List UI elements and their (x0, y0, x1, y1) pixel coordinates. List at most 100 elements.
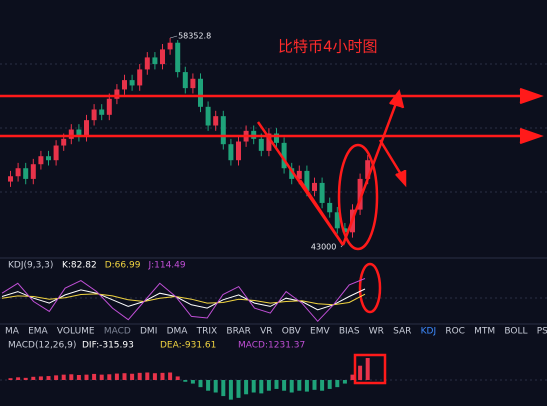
kdj-title: KDJ(9,3,3) (8, 261, 53, 271)
candle-body (213, 116, 219, 126)
macd-value: MACD:1231.37 (238, 341, 305, 351)
kdj-line (1, 288, 366, 311)
macd-bar (16, 377, 21, 380)
indicator-tab[interactable]: WR (369, 327, 384, 337)
indicator-tab[interactable]: DMA (167, 327, 189, 337)
macd-dea: DEA:-931.61 (160, 341, 216, 351)
macd-bar (54, 375, 59, 380)
candle-body (167, 42, 173, 50)
macd-bar (99, 374, 104, 380)
macd-bar (236, 380, 241, 398)
macd-bar (76, 375, 81, 380)
candle-body (91, 109, 97, 121)
candle-body (205, 106, 211, 126)
macd-bar (114, 373, 119, 380)
candle-body (114, 89, 120, 99)
indicator-tab[interactable]: KDJ (421, 327, 437, 337)
macd-bar (122, 373, 127, 380)
candle-body (198, 78, 203, 107)
candle-body (76, 129, 82, 137)
indicator-tab[interactable]: BRAR (226, 327, 250, 337)
indicator-tab[interactable]: SAR (393, 327, 411, 337)
macd-bar (335, 380, 340, 388)
candle-body (289, 168, 295, 179)
candle-body (68, 129, 74, 139)
indicator-tab[interactable]: VR (260, 327, 272, 337)
candle-body (258, 138, 264, 151)
macd-bar (350, 374, 355, 380)
macd-bar (69, 374, 74, 380)
kdj-legend-item: J:114.49 (147, 261, 185, 271)
macd-bar (365, 358, 370, 380)
chart-title: 比特币4小时图 (278, 38, 378, 56)
kdj-legend: K:82.82 D:66.99 J:114.49 (62, 261, 186, 271)
macd-bar (31, 376, 36, 380)
candle-body (106, 98, 112, 115)
candle-body (304, 170, 310, 191)
macd-bar (206, 380, 211, 391)
macd-bar (358, 365, 363, 380)
indicator-tab[interactable]: TRIX (196, 327, 218, 337)
candle-body (122, 80, 127, 90)
macd-bar (8, 378, 13, 380)
macd-bar (137, 372, 142, 380)
indicator-tab[interactable]: BIAS (339, 327, 360, 337)
candle-body (190, 78, 196, 89)
indicator-tabs: MA EMA VOLUME MACD DMI DMA TRIX BRAR VR OBV EMV BIA… (5, 327, 547, 337)
macd-bar (228, 380, 233, 400)
candle-body (228, 144, 234, 161)
kdj-legend-item: K:82.82 (62, 261, 97, 271)
indicator-tab[interactable]: MTM (474, 327, 495, 337)
macd-bar (38, 376, 43, 380)
candle-body (266, 133, 272, 151)
annotation-label: 43000 (311, 242, 336, 251)
candle-body (99, 109, 105, 115)
candle-body (220, 116, 226, 145)
macd-bar (213, 380, 218, 393)
macd-bar (259, 380, 264, 394)
indicator-tab[interactable]: BOLL (504, 327, 527, 337)
indicator-tab[interactable]: DMI (140, 327, 157, 337)
macd-bar (152, 373, 157, 380)
candle-body (46, 156, 51, 161)
indicator-tab[interactable]: EMA (28, 327, 48, 337)
candle-body (342, 228, 348, 233)
candle-body (144, 57, 150, 70)
kdj-panel (1, 278, 366, 323)
macd-bar (190, 380, 195, 384)
candle-body (137, 69, 143, 86)
indicator-tab[interactable]: MACD (104, 327, 131, 337)
indicator-tab[interactable]: PSY (537, 327, 547, 337)
macd-bar (145, 372, 150, 380)
indicator-tab[interactable]: ROC (445, 327, 465, 337)
macd-bar (266, 380, 271, 391)
macd-bar (168, 372, 173, 380)
candle-body (53, 145, 59, 161)
macd-bar (304, 380, 309, 392)
macd-bar (198, 380, 203, 388)
indicator-tab[interactable]: MA (5, 327, 20, 337)
candle-body (15, 168, 21, 177)
candle-body (182, 72, 188, 89)
indicator-tab[interactable]: VOLUME (57, 327, 95, 337)
candle-body (327, 202, 333, 213)
candle-body (152, 57, 158, 65)
macd-bar (282, 380, 287, 391)
candle-body (84, 120, 89, 137)
macd-bar (327, 380, 332, 389)
candle-body (38, 156, 44, 165)
candle-body (23, 168, 29, 179)
macd-bar (251, 380, 256, 393)
candle-body (30, 164, 36, 179)
macd-bar (46, 376, 51, 380)
annotation-label: 58352.8 (178, 32, 211, 41)
macd-bar (130, 373, 135, 380)
candle-body (236, 141, 241, 161)
indicator-tab[interactable]: EMV (310, 327, 330, 337)
macd-bar (342, 380, 347, 384)
candle-body (61, 138, 67, 146)
kdj-legend-item: D:66.99 (105, 261, 141, 271)
indicator-tab[interactable]: OBV (282, 327, 302, 337)
candle-body (281, 142, 287, 169)
